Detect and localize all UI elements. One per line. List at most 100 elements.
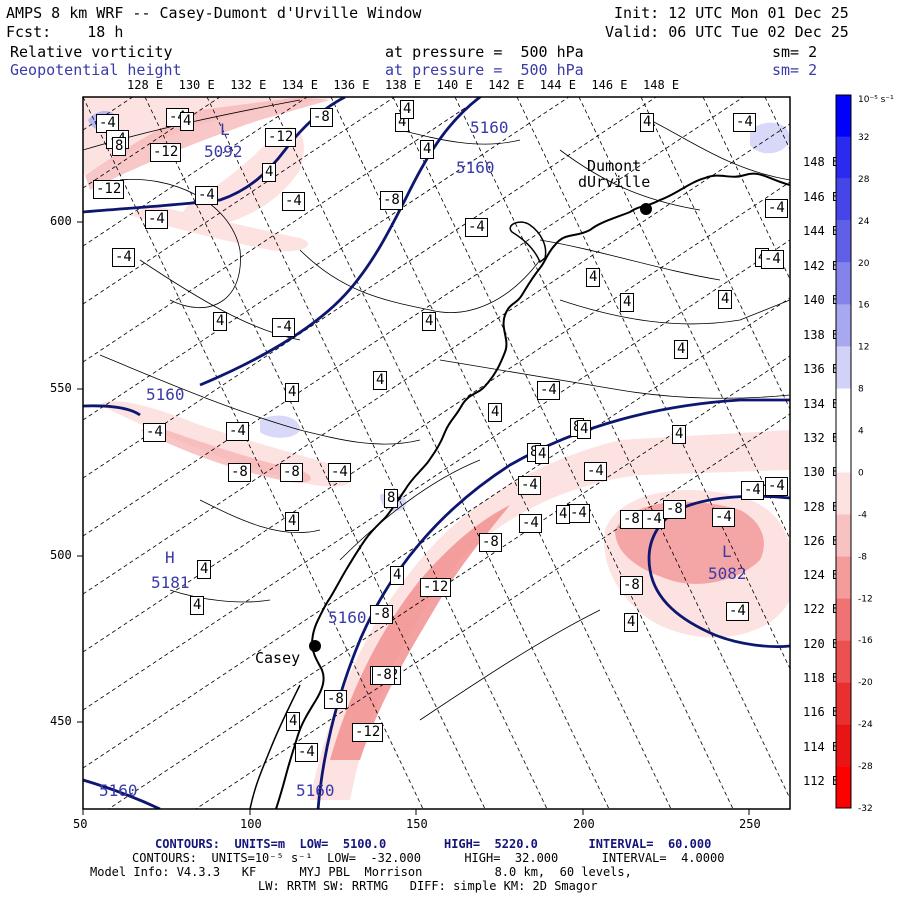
casey-dot xyxy=(309,640,321,652)
height-contour xyxy=(83,778,161,809)
vort-contour xyxy=(99,354,421,445)
vorticity-label: 4 xyxy=(390,566,405,585)
footer-model-info: Model Info: V4.3.3 KF MYJ PBL Morrison 8… xyxy=(90,865,632,879)
vorticity-label: 4 xyxy=(262,163,277,182)
top-lon-label: 136 E xyxy=(333,78,370,92)
vort-contour xyxy=(539,239,721,281)
vorticity-label: -4 xyxy=(765,199,788,218)
vort-contour xyxy=(439,359,790,399)
dumont-durville-label: Dumont dUrville xyxy=(578,157,651,191)
colorbar-tick-label: -4 xyxy=(858,510,867,520)
height-contour xyxy=(83,404,141,417)
latitude-line xyxy=(83,97,483,363)
top-lon-label: 138 E xyxy=(385,78,422,92)
vorticity-label: -4 xyxy=(195,186,218,205)
y-tick-label: 600 xyxy=(50,214,72,228)
height-label: 5181 xyxy=(151,573,190,592)
product-title: AMPS 8 km WRF -- Casey-Dumont d'Urville … xyxy=(6,4,422,22)
vorticity-label: 4 xyxy=(586,268,601,287)
vorticity-label: 4 xyxy=(620,293,635,312)
colorbar-tick-label: -16 xyxy=(858,636,873,646)
colorbar-swatch xyxy=(836,472,851,515)
colorbar-swatch xyxy=(836,766,851,808)
vorticity-label: -4 xyxy=(537,381,560,400)
latitude-line xyxy=(83,239,790,711)
colorbar-tick-label: -12 xyxy=(858,594,873,604)
vorticity-label: -8 xyxy=(310,108,333,127)
colorbar-swatch xyxy=(836,682,851,725)
low-marker: L xyxy=(722,542,732,561)
vort-contour xyxy=(419,609,601,721)
vorticity-label: 4 xyxy=(180,112,195,131)
colorbar: 10⁻⁵ s⁻¹ 32 28 24 20 16 12 8 4 0 -4 -8 -12 -16 -20 -24 -… xyxy=(835,94,894,814)
longitude-line xyxy=(392,97,734,809)
vorticity-label: -8 xyxy=(620,510,643,529)
colorbar-tick-label: -32 xyxy=(858,804,873,814)
x-tick-label: 200 xyxy=(573,817,595,831)
colorbar-swatch xyxy=(836,220,851,263)
longitude-line xyxy=(206,97,548,809)
top-lon-label: 128 E xyxy=(127,78,164,92)
colorbar-swatch xyxy=(836,556,851,599)
vorticity-label: 4 xyxy=(640,113,655,132)
vort-contour xyxy=(399,129,521,145)
colorbar-swatch xyxy=(836,514,851,557)
low-marker: L xyxy=(220,120,230,139)
graticule xyxy=(83,97,790,809)
colorbar-swatch xyxy=(836,724,851,767)
colorbar-tick-label: 8 xyxy=(858,385,864,395)
colorbar-tick-label: 4 xyxy=(858,427,864,437)
vorticity-label: 4 xyxy=(577,420,592,439)
vorticity-label: 4 xyxy=(213,312,228,331)
colorbar-swatch xyxy=(836,304,851,347)
colorbar-swatch xyxy=(836,346,851,389)
vort-contour xyxy=(559,299,790,325)
height-contour xyxy=(647,494,790,648)
dumont-durville-dot xyxy=(640,203,652,215)
height-label: 5160 xyxy=(328,608,367,627)
vorticity-label: -8 xyxy=(370,605,393,624)
vorticity-label: -12 xyxy=(93,180,125,199)
footer-vorticity-contours: CONTOURS: UNITS=10⁻⁵ s⁻¹ LOW= -32.000 HI… xyxy=(132,851,725,865)
top-lon-label: 140 E xyxy=(436,78,473,92)
vorticity-label: -4 xyxy=(96,114,119,133)
top-lon-label: 144 E xyxy=(539,78,576,92)
height-label: 5160 xyxy=(146,385,185,404)
latitude-line xyxy=(83,97,570,421)
longitude-line xyxy=(516,97,790,670)
field1-smoothing: sm= 2 xyxy=(772,43,818,61)
longitude-line xyxy=(83,97,424,809)
colorbar-tick-label: -24 xyxy=(858,720,873,730)
vorticity-label: -4 xyxy=(145,210,168,229)
vorticity-label: 4 xyxy=(674,340,689,359)
height-contours xyxy=(83,97,790,809)
top-lon-label: 130 E xyxy=(178,78,215,92)
vorticity-label: -4 xyxy=(226,422,249,441)
shade-neg-midband-core xyxy=(140,428,311,483)
top-lon-label: 146 E xyxy=(591,78,628,92)
x-tick-label: 100 xyxy=(240,817,262,831)
vorticity-label: -4 xyxy=(112,248,135,267)
height-contour xyxy=(83,97,346,214)
vorticity-label: -4 xyxy=(518,476,541,495)
vorticity-label: -4 xyxy=(712,508,735,527)
top-lon-label: 142 E xyxy=(488,78,525,92)
vorticity-label: -4 xyxy=(465,218,488,237)
field2-smoothing: sm= 2 xyxy=(772,61,818,79)
vorticity-label: -8 xyxy=(663,500,686,519)
vorticity-label: -4 xyxy=(733,113,756,132)
vorticity-label: -8 xyxy=(324,690,347,709)
latitude-line xyxy=(83,297,790,769)
vort-contour xyxy=(299,249,541,313)
shade-pos-3 xyxy=(750,122,790,154)
vorticity-label: -4 xyxy=(584,462,607,481)
x-tick-label: 50 xyxy=(73,817,88,831)
footer-physics: LW: RRTM SW: RRTMG DIFF: simple KM: 2D S… xyxy=(258,879,598,893)
shade-neg-topleft-core xyxy=(85,97,330,190)
valid-time: Valid: 06 UTC Tue 02 Dec 25 xyxy=(605,23,849,41)
colorbar-swatch xyxy=(836,640,851,683)
y-tick-label: 550 xyxy=(50,381,72,395)
field2-level: at pressure = 500 hPa xyxy=(385,61,584,79)
colorbar-tick-label: -28 xyxy=(858,762,873,772)
